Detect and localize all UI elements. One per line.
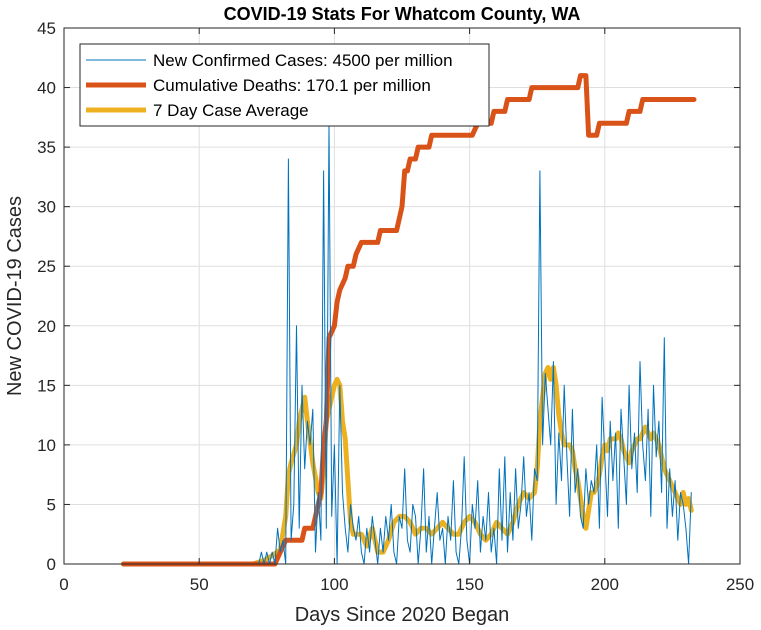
legend-label-7-day-average: 7 Day Case Average	[153, 101, 309, 120]
series-cumulative-deaths	[121, 73, 697, 567]
y-tick-label-20: 20	[37, 317, 56, 336]
x-tick-label-100: 100	[320, 575, 348, 594]
y-tick-label-45: 45	[37, 19, 56, 38]
y-tick-label-40: 40	[37, 79, 56, 98]
series-new-confirmed-cases	[123, 122, 692, 565]
ticks: 0 50 100 150 200 250 0 5 10 15 20 25 30 35 40 45	[37, 19, 754, 594]
y-tick-label-5: 5	[47, 495, 56, 514]
x-tick-label-200: 200	[591, 575, 619, 594]
y-tick-label-35: 35	[37, 138, 56, 157]
x-tick-label-50: 50	[190, 575, 209, 594]
x-tick-label-150: 150	[455, 575, 483, 594]
y-tick-label-0: 0	[47, 555, 56, 574]
legend-label-cumulative-deaths: Cumulative Deaths: 170.1 per million	[153, 76, 431, 95]
y-tick-label-25: 25	[37, 257, 56, 276]
y-axis-label: New COVID-19 Cases	[4, 196, 26, 396]
series-layer	[121, 73, 697, 567]
legend: New Confirmed Cases: 4500 per million Cu…	[79, 43, 490, 127]
legend-box	[79, 43, 490, 127]
legend-label-new-cases: New Confirmed Cases: 4500 per million	[153, 51, 453, 70]
chart-title: COVID-19 Stats For Whatcom County, WA	[224, 4, 581, 24]
y-tick-label-30: 30	[37, 198, 56, 217]
y-tick-label-15: 15	[37, 376, 56, 395]
x-axis-label: Days Since 2020 Began	[295, 604, 510, 626]
axes-box	[63, 27, 741, 565]
x-tick-label-0: 0	[59, 575, 68, 594]
y-tick-label-10: 10	[37, 436, 56, 455]
x-tick-label-250: 250	[726, 575, 754, 594]
